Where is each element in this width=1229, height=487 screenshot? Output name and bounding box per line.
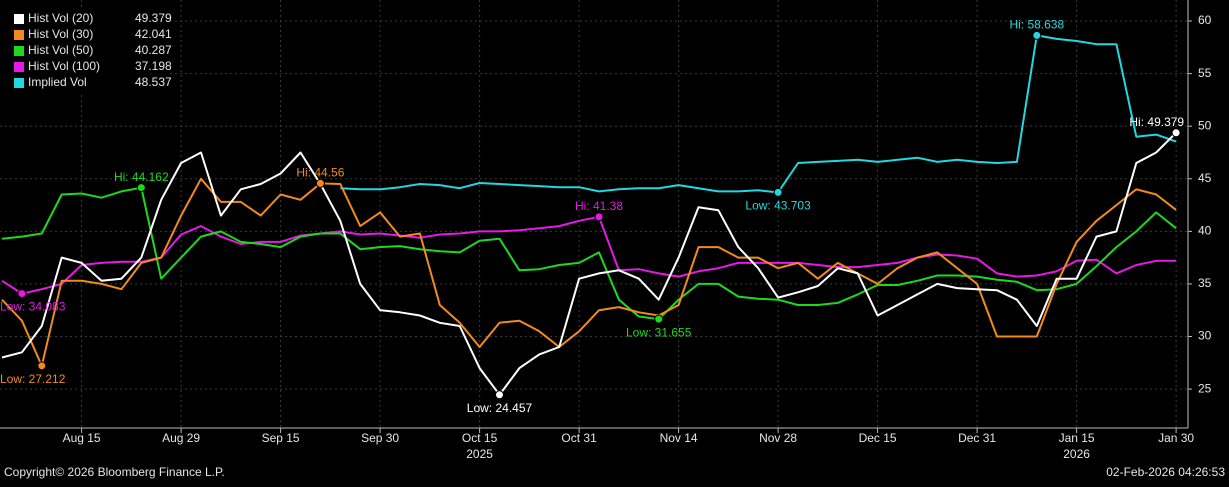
timestamp: 02-Feb-2026 04:26:53: [1106, 465, 1225, 479]
legend-label: Hist Vol (20): [28, 11, 93, 25]
legend-swatch: [14, 14, 24, 24]
extreme-marker: [37, 361, 47, 371]
x-tick-label: Nov 14: [660, 431, 698, 445]
legend-swatch: [14, 30, 24, 40]
extreme-marker: [315, 178, 325, 188]
x-tick-label: Dec 15: [859, 431, 897, 445]
y-tick-label: 25: [1198, 381, 1212, 395]
value-label: Hi: 58.638: [1009, 18, 1064, 32]
series-line: [1, 177, 1177, 367]
extreme-marker: [773, 187, 783, 197]
series-line: [1, 186, 1177, 321]
value-label: Low: 24.457: [467, 401, 533, 415]
x-tick-label: Oct 31: [561, 431, 597, 445]
x-tick-label: Dec 31: [958, 431, 996, 445]
x-tick-label: Sep 30: [361, 431, 399, 445]
extreme-marker: [1032, 30, 1042, 40]
x-tick-label: Jan 30: [1158, 431, 1194, 445]
x-tick-label: Aug 29: [162, 431, 200, 445]
legend-label: Hist Vol (100): [28, 59, 100, 73]
legend-label: Hist Vol (30): [28, 27, 93, 41]
value-label: Hi: 41.38: [575, 199, 623, 213]
legend-value: 49.379: [135, 11, 172, 25]
legend-label: Hist Vol (50): [28, 43, 93, 57]
extreme-marker: [495, 390, 504, 400]
value-label: Hi: 44.56: [296, 166, 344, 180]
x-tick-label: Aug 15: [63, 431, 101, 445]
copyright: Copyright© 2026 Bloomberg Finance L.P.: [4, 465, 225, 479]
legend-value: 40.287: [135, 43, 172, 57]
legend: Hist Vol (20) 49.379 Hist Vol (30) 42.041 Hi…: [0, 10, 172, 92]
x-year-label: 2026: [1063, 447, 1090, 461]
value-label: Low: 31.655: [626, 325, 692, 339]
legend-swatch: [14, 62, 24, 72]
y-tick-label: 50: [1198, 118, 1212, 132]
extreme-marker: [17, 289, 27, 299]
legend-swatch: [14, 46, 24, 56]
legend-label: Implied Vol: [28, 75, 87, 89]
plot: Low: 43.703 Hi: 58.638 Low: 34.083 Hi: 41.3…: [0, 18, 1184, 415]
value-label: Low: 27.212: [0, 372, 66, 386]
extreme-marker: [136, 183, 146, 193]
value-label: Hi: 49.379: [1129, 115, 1184, 129]
y-tick-label: 45: [1198, 171, 1212, 185]
value-label: Low: 43.703: [745, 199, 811, 213]
extreme-marker: [654, 314, 664, 324]
value-label: Low: 34.083: [0, 300, 66, 314]
x-tick-label: Jan 15: [1059, 431, 1095, 445]
legend-value: 37.198: [135, 59, 172, 73]
grid: [0, 0, 1188, 428]
x-tick-label: Sep 15: [262, 431, 300, 445]
x-tick-label: Oct 15: [462, 431, 498, 445]
x-tick-label: Nov 28: [759, 431, 797, 445]
legend-swatch: [14, 78, 24, 88]
y-tick-label: 40: [1198, 224, 1212, 238]
y-tick-label: 55: [1198, 66, 1212, 80]
y-tick-label: 30: [1198, 329, 1212, 343]
legend-value: 48.537: [135, 75, 172, 89]
extreme-marker: [1171, 128, 1181, 138]
series-line: [1, 215, 1177, 295]
y-tick-label: 60: [1198, 13, 1212, 27]
value-label: Hi: 44.162: [114, 170, 169, 184]
legend-background: [0, 10, 168, 92]
extreme-marker: [594, 212, 604, 222]
series-line: [1, 131, 1177, 396]
y-tick-label: 35: [1198, 276, 1212, 290]
axes: 25 30 35 40 45 50 55 60 Aug 15 Aug 29 Sep 15 Sep 30…: [0, 0, 1212, 461]
legend-value: 42.041: [135, 27, 172, 41]
x-year-label: 2025: [466, 447, 493, 461]
